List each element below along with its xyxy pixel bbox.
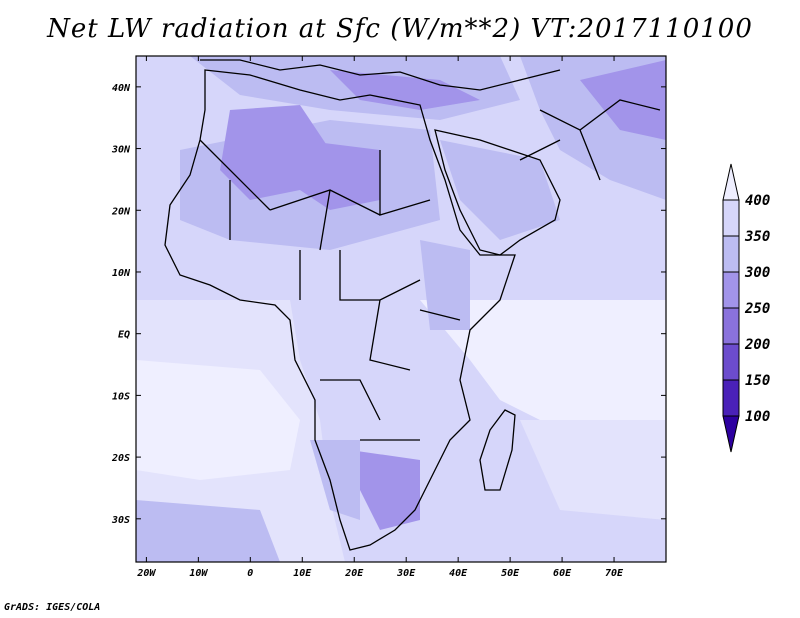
lon-tick-label: 10W bbox=[189, 568, 208, 579]
lat-axis: 40N 30N 20N 10N EQ 10S 20S 30S bbox=[111, 83, 666, 526]
colorbar-label: 200 bbox=[744, 337, 770, 353]
colorbar-label: 350 bbox=[744, 229, 770, 245]
lon-tick-label: 10E bbox=[293, 568, 312, 579]
lon-tick-label: 40E bbox=[449, 568, 468, 579]
colorbar-segment bbox=[722, 271, 740, 309]
lon-tick-label: 20W bbox=[136, 568, 156, 579]
lon-tick-label: 0 bbox=[247, 568, 253, 579]
lon-tick-label: 20E bbox=[344, 568, 364, 579]
colorbar-top-arrow bbox=[722, 163, 740, 201]
colorbar-segment bbox=[722, 235, 740, 273]
plot-frame bbox=[135, 55, 667, 563]
lon-tick-label: 30E bbox=[396, 568, 416, 579]
colorbar-label: 300 bbox=[744, 265, 770, 281]
lat-tick-label: 30N bbox=[111, 145, 131, 156]
lat-tick-label: EQ bbox=[118, 330, 130, 341]
lat-tick-label: 30S bbox=[111, 515, 130, 526]
colorbar-label: 250 bbox=[744, 301, 770, 317]
lat-tick-label: 20S bbox=[111, 453, 130, 464]
lon-tick-label: 60E bbox=[553, 568, 572, 579]
lat-tick-label: 20N bbox=[111, 206, 131, 217]
credit-text: GrADS: IGES/COLA bbox=[4, 602, 101, 613]
lat-tick-label: 40N bbox=[112, 83, 131, 94]
lon-tick-label: 70E bbox=[605, 568, 624, 579]
map-title: Net LW radiation at Sfc (W/m**2) VT:2017… bbox=[47, 14, 753, 44]
radiation-field bbox=[136, 56, 666, 562]
colorbar-segment bbox=[722, 307, 740, 345]
colorbar-label: 150 bbox=[745, 373, 770, 389]
colorbar-segment bbox=[722, 199, 740, 237]
coastline-borders bbox=[164, 59, 661, 551]
colorbar-label: 100 bbox=[745, 409, 770, 425]
colorbar: 400 350 300 250 200 150 100 bbox=[722, 163, 770, 453]
lat-tick-label: 10N bbox=[112, 268, 131, 279]
lon-tick-label: 50E bbox=[501, 568, 520, 579]
colorbar-bottom-arrow bbox=[722, 415, 740, 453]
colorbar-label: 400 bbox=[745, 193, 770, 209]
colorbar-segment bbox=[722, 343, 740, 381]
lat-tick-label: 10S bbox=[112, 391, 130, 402]
colorbar-segment bbox=[722, 379, 740, 417]
lon-axis: 20W 10W 0 10E 20E 30E 40E 50E 60E 70E bbox=[136, 56, 624, 579]
